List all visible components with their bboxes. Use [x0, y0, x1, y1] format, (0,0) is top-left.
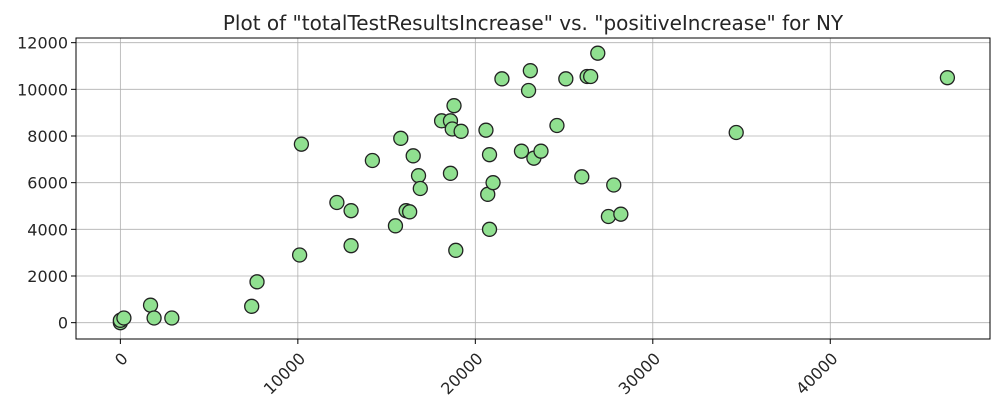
y-tick-label: 12000: [17, 34, 68, 53]
data-point: [343, 238, 359, 254]
data-point: [412, 180, 428, 197]
x-tick-label: 10000: [260, 349, 309, 398]
data-point: [364, 152, 381, 169]
data-point: [549, 117, 565, 134]
data-point: [442, 165, 459, 181]
chart-title: Plot of "totalTestResultsIncrease" vs. "…: [223, 11, 844, 35]
data-point: [481, 221, 498, 237]
data-point: [329, 194, 345, 211]
data-point: [558, 71, 574, 87]
data-point: [939, 70, 956, 86]
data-point: [142, 297, 159, 313]
data-point: [478, 122, 494, 138]
data-point: [600, 208, 617, 225]
data-point: [244, 298, 260, 314]
axis-ticks: 0 10000 20000 30000 40000 0 2000 4000 6000 8000 10…: [17, 34, 841, 399]
data-point: [613, 206, 629, 222]
data-point: [293, 136, 310, 152]
x-tick-label: 30000: [615, 349, 664, 398]
data-point: [481, 147, 498, 163]
data-point: [485, 175, 501, 191]
y-tick-label: 8000: [27, 127, 68, 146]
y-tick-label: 10000: [17, 80, 68, 99]
data-points: [112, 45, 956, 331]
data-point: [522, 63, 538, 79]
data-point: [574, 169, 590, 185]
data-point: [494, 71, 510, 87]
data-point: [606, 177, 622, 193]
data-point: [164, 310, 180, 326]
data-point: [533, 143, 549, 159]
data-point: [393, 130, 409, 146]
y-tick-label: 0: [58, 314, 68, 333]
plot-area-frame: [75, 37, 991, 340]
data-point: [291, 247, 308, 263]
data-point: [513, 143, 530, 159]
x-tick-label: 20000: [437, 349, 486, 398]
data-point: [410, 168, 427, 184]
data-point: [453, 123, 469, 139]
data-point: [343, 203, 359, 219]
data-point: [405, 148, 421, 164]
data-point: [583, 68, 599, 85]
grid: [76, 38, 990, 339]
y-tick-label: 4000: [27, 220, 68, 239]
data-point: [116, 310, 132, 326]
data-point: [728, 124, 744, 141]
x-tick-label: 40000: [792, 349, 841, 398]
y-tick-label: 6000: [27, 174, 68, 193]
data-point: [249, 274, 265, 290]
data-point: [146, 310, 162, 326]
data-point: [590, 45, 606, 61]
y-tick-label: 2000: [27, 267, 68, 286]
data-point: [446, 98, 462, 114]
data-point: [448, 242, 464, 258]
data-point: [520, 82, 537, 99]
data-point: [402, 204, 418, 220]
x-tick-label: 0: [111, 349, 132, 370]
data-point: [387, 218, 404, 234]
